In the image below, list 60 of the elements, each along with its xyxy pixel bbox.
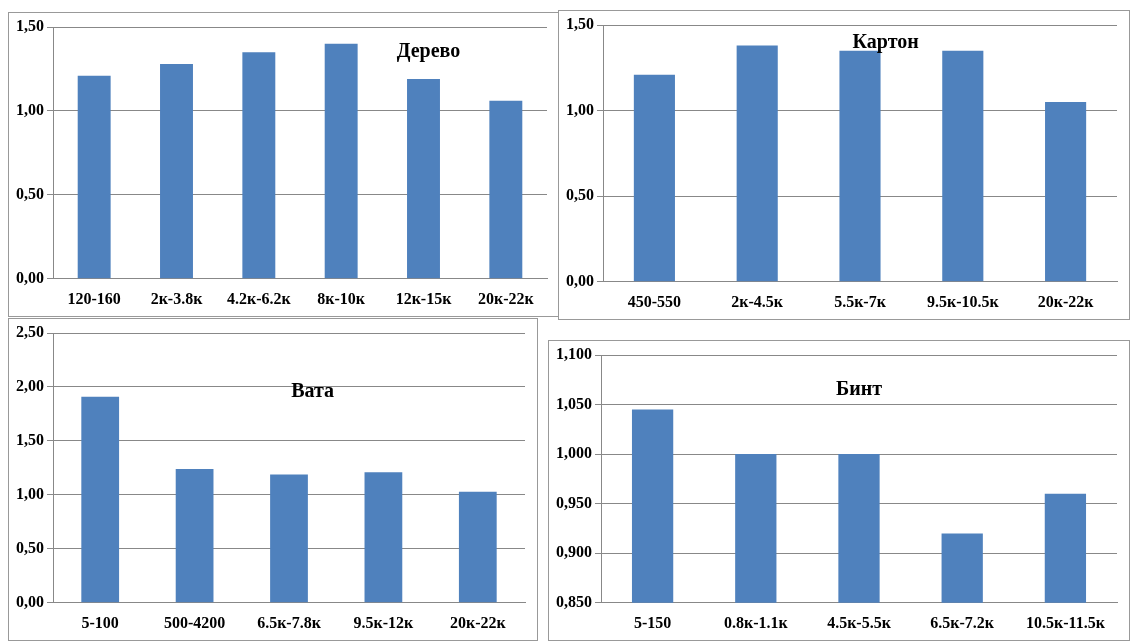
y-tick-label: 2,50 — [16, 323, 44, 341]
y-tick-label: 2,00 — [16, 377, 44, 395]
x-tick-label: 8к-10к — [317, 289, 366, 307]
y-tick-label: 0,50 — [566, 186, 594, 204]
x-tick-label: 9.5к-10.5к — [926, 292, 1000, 310]
y-tick-label: 0,50 — [16, 538, 44, 556]
text: Дерево — [396, 39, 461, 63]
x-tick-label: 5.5к-7к — [834, 292, 887, 310]
x-tick-label: 4.5к-5.5к — [827, 613, 892, 631]
bar — [407, 79, 440, 279]
x-tick-label: 450-550 — [627, 292, 682, 310]
x-tick-label: 5-150 — [633, 613, 672, 631]
y-tick-label: 0,900 — [556, 543, 592, 561]
y-tick-label: 0,950 — [556, 493, 592, 511]
y-tick-label: 1,000 — [556, 444, 592, 462]
x-tick-label: 10.5к-11.5к — [1025, 613, 1106, 631]
y-tick-label: 1,00 — [16, 485, 44, 503]
bar — [160, 63, 193, 279]
y-tick-label: 1,50 — [16, 17, 44, 35]
text: Вата — [291, 378, 335, 401]
x-tick-label: 6.5к-7.8к — [257, 613, 322, 631]
y-tick-label: 1,100 — [556, 345, 592, 363]
y-tick-label: 1,50 — [566, 15, 594, 33]
bar — [458, 491, 497, 603]
bar — [489, 100, 523, 279]
x-tick-label: 500-4200 — [163, 613, 226, 631]
x-tick-label: 20к-22к — [1037, 292, 1095, 310]
bar — [242, 52, 276, 279]
chart-title: Картон — [852, 29, 919, 53]
bar — [633, 74, 675, 282]
y-tick-label: 1,00 — [16, 101, 44, 119]
y-tick-label: 0,850 — [556, 592, 592, 610]
y-tick-label: 0,00 — [16, 592, 44, 610]
y-tick-label: 0,50 — [16, 185, 44, 203]
x-tick-label: 9.5к-12к — [353, 613, 415, 631]
bar — [736, 45, 778, 282]
y-tick-label: 1,050 — [556, 394, 592, 412]
bar — [1045, 102, 1087, 282]
y-tick-label: 0,00 — [566, 271, 594, 289]
x-tick-label: 6.5к-7.2к — [930, 613, 995, 631]
bar — [364, 472, 403, 603]
x-tick-label: 2к-3.8к — [150, 289, 204, 307]
x-tick-label: 4.2к-6.2к — [226, 289, 292, 307]
bar — [81, 396, 120, 603]
bar — [270, 474, 308, 603]
text: Бинт — [835, 376, 883, 399]
x-tick-label: 12к-15к — [395, 289, 453, 307]
y-tick-label: 1,00 — [566, 100, 594, 118]
x-tick-label: 0.8к-1.1к — [723, 613, 789, 631]
bar — [77, 75, 111, 279]
x-tick-label: 5-100 — [81, 613, 119, 631]
bar — [942, 50, 984, 282]
x-tick-label: 120-160 — [67, 289, 121, 307]
x-tick-label: 20к-22к — [477, 289, 535, 307]
bar — [175, 468, 214, 603]
x-tick-label: 2к-4.5к — [731, 292, 784, 310]
x-tick-label: 20к-22к — [449, 613, 507, 631]
y-tick-label: 1,50 — [16, 431, 44, 449]
y-tick-label: 0,00 — [16, 268, 44, 286]
bar — [324, 43, 358, 279]
